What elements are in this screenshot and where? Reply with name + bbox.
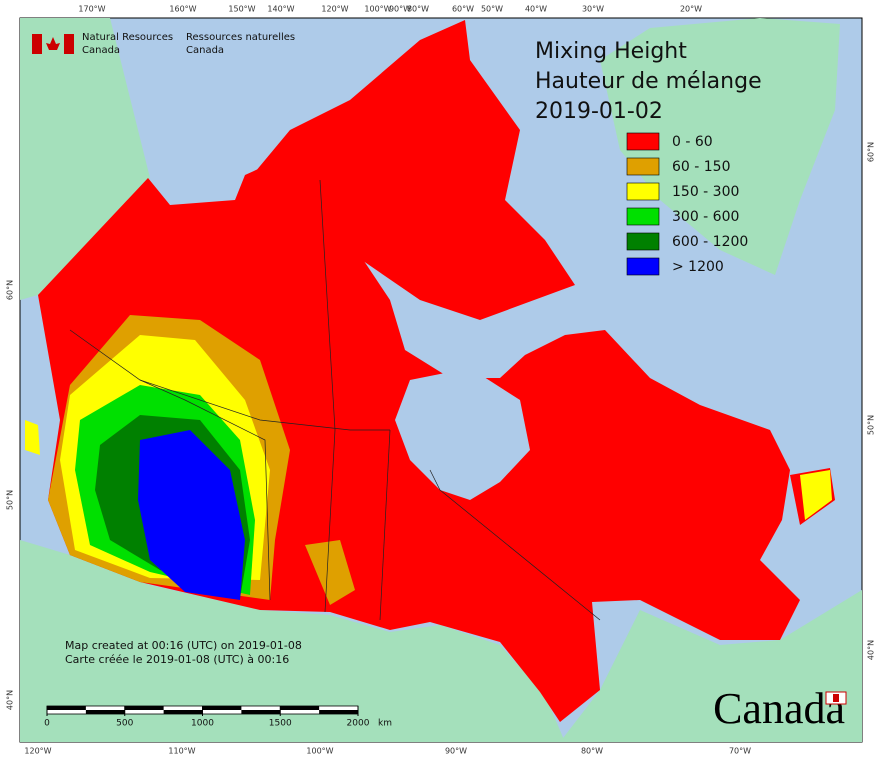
lat-label: 50°N [6, 490, 15, 510]
legend-label: > 1200 [672, 259, 724, 275]
usa-west [20, 540, 565, 742]
lat-label: 40°N [6, 690, 15, 710]
agency-en: Canada [82, 45, 120, 56]
border [139, 379, 271, 601]
scale-segment [47, 706, 86, 710]
legend-swatch [626, 132, 660, 151]
scale-segment [241, 710, 281, 714]
title-line: Hauteur de mélange [535, 69, 762, 94]
lon-label: 20°W [680, 5, 702, 14]
wordmark: Canada [713, 684, 845, 733]
legend-swatch [626, 157, 660, 176]
border [69, 329, 390, 431]
legend-swatch [626, 232, 660, 251]
flag-bar [32, 34, 42, 54]
lon-label: 90°W [389, 5, 411, 14]
agency-en: Natural Resources [82, 32, 173, 43]
greenland [600, 18, 840, 275]
legend-swatch [626, 182, 660, 201]
scale-label: 1500 [269, 719, 292, 729]
scale-segment [280, 706, 320, 710]
lat-label: 50°N [867, 415, 876, 435]
lon-label: 40°W [525, 5, 547, 14]
lon-label: 100°W [306, 747, 333, 756]
arctic-islands [240, 20, 575, 320]
lon-label: 70°W [729, 747, 751, 756]
lon-label: 170°W [78, 5, 105, 14]
legend-swatch [626, 207, 660, 226]
usa-east [560, 590, 862, 742]
agency-fr: Ressources naturelles [186, 32, 295, 43]
border [429, 469, 601, 621]
province-borders [69, 179, 601, 621]
lat-label: 60°N [6, 280, 15, 300]
flag-logo [32, 34, 74, 54]
lon-label: 100°W [364, 5, 391, 14]
scale-label: 0 [44, 719, 50, 729]
lon-label: 120°W [321, 5, 348, 14]
lon-label: 140°W [267, 5, 294, 14]
lon-label: 30°W [582, 5, 604, 14]
land [20, 18, 862, 742]
scale-unit: km [378, 719, 392, 729]
title-line: Mixing Height [535, 39, 687, 64]
note: Carte créée le 2019-01-08 (UTC) à 00:16 [65, 653, 289, 666]
lat-label: 60°N [867, 142, 876, 162]
alaska [20, 18, 150, 300]
lon-label: 90°W [445, 747, 467, 756]
lon-label: 50°W [481, 5, 503, 14]
legend-label: 600 - 1200 [672, 234, 748, 250]
title: Mixing Height Hauteur de mélange 2019-01… [535, 39, 762, 124]
scale-segment [85, 710, 125, 714]
title-line: 2019-01-02 [535, 99, 663, 124]
border [319, 179, 336, 613]
lon-label: 80°W [407, 5, 429, 14]
maple-leaf [46, 37, 60, 50]
scale-segment [124, 706, 164, 710]
lon-label: 120°W [24, 747, 51, 756]
lat-label: 40°N [867, 640, 876, 660]
legend-label: 300 - 600 [672, 209, 739, 225]
legend-label: 60 - 150 [672, 159, 731, 175]
lon-label: 60°W [452, 5, 474, 14]
agency: Natural Resources Canada Ressources natu… [82, 32, 295, 56]
legend-label: 150 - 300 [672, 184, 739, 200]
zone-ontario [305, 540, 355, 605]
lon-label: 80°W [581, 747, 603, 756]
zone-over-1200 [138, 430, 245, 600]
scale-segment [202, 706, 242, 710]
legend-label: 0 - 60 [672, 134, 713, 150]
legend-swatch [626, 257, 660, 276]
notes: Map created at 00:16 (UTC) on 2019-01-08… [65, 639, 302, 666]
hudson-bay [395, 368, 530, 500]
lon-label: 110°W [168, 747, 195, 756]
scale-label: 500 [116, 719, 133, 729]
note: Map created at 00:16 (UTC) on 2019-01-08 [65, 639, 302, 652]
flag-leaf [833, 694, 839, 702]
border [379, 429, 391, 621]
lon-label: 160°W [169, 5, 196, 14]
lon-label: 150°W [228, 5, 255, 14]
wordmark-flag [825, 691, 847, 705]
scale-label: 2000 [347, 719, 370, 729]
scale-segment [319, 710, 358, 714]
flag-bar [64, 34, 74, 54]
scale-segment [163, 710, 203, 714]
agency-fr: Canada [186, 45, 224, 56]
scale-label: 1000 [191, 719, 214, 729]
